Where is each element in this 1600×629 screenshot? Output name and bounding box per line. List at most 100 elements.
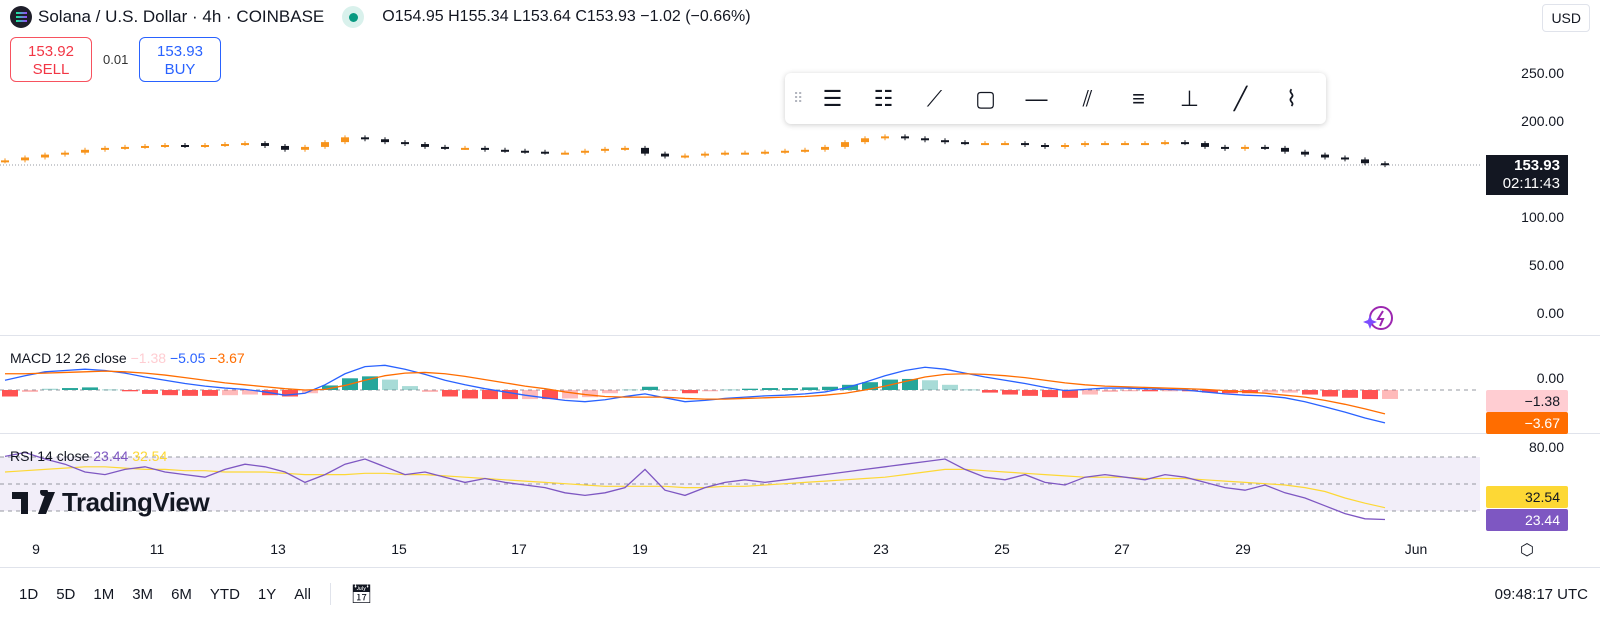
macd-histogram-bar xyxy=(1062,390,1078,398)
macd-histogram-bar xyxy=(162,390,178,396)
range-1m[interactable]: 1M xyxy=(93,585,115,603)
candle xyxy=(721,152,729,155)
candle xyxy=(821,146,829,150)
candle xyxy=(601,148,609,151)
time-axis-label: Jun xyxy=(1404,541,1428,557)
fib-retracement-icon[interactable]: ☷ xyxy=(873,85,894,111)
macd-histogram-bar xyxy=(402,386,418,390)
time-axis-label: 23 xyxy=(873,541,889,557)
buy-button[interactable]: 153.93 BUY xyxy=(139,37,221,82)
pane-divider[interactable] xyxy=(0,433,1600,434)
time-axis-label: 15 xyxy=(391,541,407,557)
macd-histogram-bar xyxy=(682,390,698,394)
candle xyxy=(1221,146,1229,149)
macd-histogram-bar xyxy=(1022,390,1038,396)
market-status-icon[interactable] xyxy=(342,6,365,28)
macd-histogram-bar xyxy=(1282,390,1298,393)
last-price: 153.93 xyxy=(1514,157,1560,174)
range-1y[interactable]: 1Y xyxy=(257,585,277,603)
candle xyxy=(141,145,149,148)
time-axis-label: 11 xyxy=(149,541,165,557)
parallel-channel-icon[interactable]: ⫽ xyxy=(1082,85,1093,111)
sell-label: SELL xyxy=(32,61,70,78)
candle xyxy=(421,144,429,147)
rsi-ma-line xyxy=(4,466,1386,509)
rectangle-icon[interactable]: ▢ xyxy=(975,85,996,111)
candle xyxy=(301,146,309,150)
time-axis-label: 19 xyxy=(632,541,648,557)
macd-histogram-bar xyxy=(422,390,438,392)
macd-histogram-bar xyxy=(1322,390,1338,397)
price-axis-tick: 100.00 xyxy=(1521,209,1564,225)
candle xyxy=(701,153,709,156)
range-1d[interactable]: 1D xyxy=(19,585,39,603)
range-ytd[interactable]: YTD xyxy=(209,585,240,603)
candle xyxy=(841,142,849,147)
chart-canvas[interactable] xyxy=(0,0,1600,570)
horizontal-rays-icon[interactable]: ≡ xyxy=(1132,85,1145,111)
macd-histogram-bar xyxy=(242,390,258,395)
brush-icon[interactable]: ⟋ xyxy=(926,85,943,111)
macd-histogram-bar xyxy=(42,388,58,390)
macd-title[interactable]: MACD 12 26 close xyxy=(10,350,127,366)
macd-histogram-bar xyxy=(142,390,158,394)
candle xyxy=(281,145,289,150)
macd-signal-label: −3.67 xyxy=(1486,412,1568,434)
symbol-header: Solana / U.S. Dollar · 4h · COINBASE O15… xyxy=(10,6,751,28)
horizontal-line-icon[interactable]: — xyxy=(1025,85,1048,111)
price-range-icon[interactable]: ⊥ xyxy=(1179,85,1200,111)
macd-histogram-bar xyxy=(102,389,118,391)
macd-histogram-bar xyxy=(1102,390,1118,392)
sell-button[interactable]: 153.92 SELL xyxy=(10,37,92,82)
bottom-toolbar: 1D 5D 1M 3M 6M YTD 1Y All 📅︎ 09:48:17 UTC xyxy=(0,578,1600,610)
candle xyxy=(261,143,269,146)
settings-icon[interactable]: ⬡ xyxy=(1520,542,1534,559)
macd-histogram-bar xyxy=(942,384,958,390)
candle xyxy=(1361,159,1369,164)
candle xyxy=(1281,147,1289,152)
range-all[interactable]: All xyxy=(294,585,311,603)
pitchfork-icon[interactable]: ☰ xyxy=(822,85,843,111)
macd-histogram-bar xyxy=(182,390,198,396)
rsi-axis-80: 80.00 xyxy=(1528,439,1564,455)
macd-hist-label: −1.38 xyxy=(1486,390,1568,412)
candle xyxy=(181,145,189,147)
macd-histogram-bar xyxy=(382,379,398,390)
drag-handle-icon[interactable]: ⠿ xyxy=(793,90,804,106)
candle xyxy=(1081,143,1089,146)
candle xyxy=(1141,143,1149,146)
date-range-icon[interactable]: 📅︎ xyxy=(349,583,373,604)
candle xyxy=(961,142,969,145)
tradingview-logo[interactable]: TradingView xyxy=(12,487,210,518)
pane-divider[interactable] xyxy=(0,335,1600,336)
last-price-label: 153.93 02:11:43 xyxy=(1486,155,1568,195)
macd-line xyxy=(4,364,1386,424)
candle xyxy=(61,152,69,155)
price-candles xyxy=(1,134,1389,168)
candle xyxy=(1341,157,1349,160)
candle xyxy=(561,152,569,155)
tradingview-wordmark: TradingView xyxy=(62,487,210,517)
candle xyxy=(461,147,469,150)
clock[interactable]: 09:48:17 UTC xyxy=(1494,585,1588,603)
candle xyxy=(1021,143,1029,146)
candle xyxy=(221,144,229,147)
rsi-title[interactable]: RSI 14 close xyxy=(10,448,90,464)
macd-histogram-bar xyxy=(962,389,978,391)
symbol-title[interactable]: Solana / U.S. Dollar · 4h · COINBASE xyxy=(38,7,325,26)
currency-selector[interactable]: USD xyxy=(1542,4,1590,32)
range-3m[interactable]: 3M xyxy=(132,585,154,603)
range-6m[interactable]: 6M xyxy=(171,585,192,603)
candle xyxy=(101,147,109,150)
candle xyxy=(661,153,669,157)
rsi-ma-value: 32.54 xyxy=(132,448,168,464)
range-5d[interactable]: 5D xyxy=(56,585,76,603)
time-axis-label: 17 xyxy=(511,541,527,557)
candle xyxy=(1041,145,1049,147)
assistant-icon[interactable] xyxy=(1363,306,1393,330)
path-icon[interactable]: ⌇ xyxy=(1286,85,1297,111)
price-axis-tick: 200.00 xyxy=(1521,113,1564,129)
candle xyxy=(341,137,349,143)
time-axis-label: 21 xyxy=(752,541,768,557)
trend-line-icon[interactable]: ╱ xyxy=(1233,85,1248,111)
